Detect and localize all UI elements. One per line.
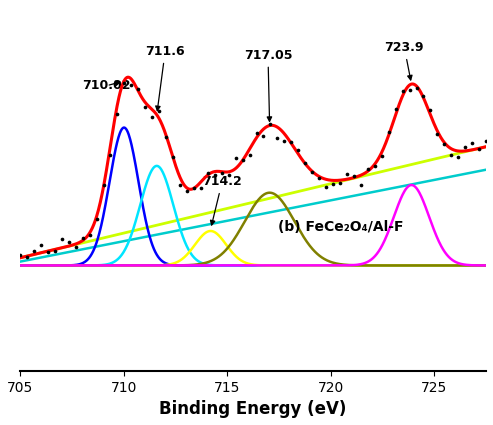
Point [357,181,365,188]
Point [378,153,386,159]
Point [155,108,163,114]
Point [169,154,177,161]
Point [211,171,219,178]
Point [183,187,191,194]
Point [72,243,80,250]
Point [65,238,72,245]
Point [120,80,128,87]
Point [343,170,351,177]
Point [336,179,344,186]
Point [281,137,288,144]
Text: 717.05: 717.05 [244,48,292,122]
Point [225,172,233,178]
Point [406,86,414,93]
Point [454,154,462,161]
Point [350,173,358,179]
Point [322,184,330,191]
Point [23,253,31,260]
Point [274,134,282,141]
Point [399,88,407,94]
Point [106,152,114,159]
Point [420,93,427,99]
Point [176,181,184,188]
Point [433,130,441,137]
Point [440,140,448,147]
Point [232,155,240,162]
Point [426,106,434,113]
Point [468,139,476,146]
Point [475,145,483,152]
Point [385,128,392,135]
Point [100,182,107,189]
Point [127,81,135,88]
Point [239,157,246,164]
Point [461,143,469,150]
Point [148,114,156,121]
X-axis label: Binding Energy (eV): Binding Energy (eV) [159,400,347,418]
Point [482,138,490,145]
Point [315,175,323,181]
Text: 714.2: 714.2 [202,175,242,225]
Point [371,163,379,170]
Point [37,241,45,248]
Point [246,151,253,158]
Point [329,181,337,188]
Point [364,166,372,173]
Point [16,252,24,258]
Point [51,247,59,254]
Point [218,170,226,177]
Point [308,169,316,176]
Point [93,215,101,222]
Point [392,106,400,113]
Text: 711.6: 711.6 [145,45,185,111]
Point [267,121,275,128]
Point [447,151,455,158]
Text: 710.02: 710.02 [82,79,131,92]
Point [301,159,309,166]
Text: (b) FeCe₂O₄/Al-F: (b) FeCe₂O₄/Al-F [279,220,404,234]
Point [294,147,302,153]
Point [86,232,94,239]
Point [162,133,170,140]
Point [413,84,421,91]
Point [190,184,198,191]
Point [141,104,149,111]
Text: 723.9: 723.9 [385,41,424,80]
Point [252,130,260,137]
Point [113,110,121,117]
Point [44,249,52,256]
Point [79,234,87,241]
Point [259,132,267,139]
Point [287,139,295,146]
Point [204,170,212,176]
Point [135,86,142,93]
Point [197,184,205,191]
Point [58,236,66,243]
Point [30,248,38,255]
